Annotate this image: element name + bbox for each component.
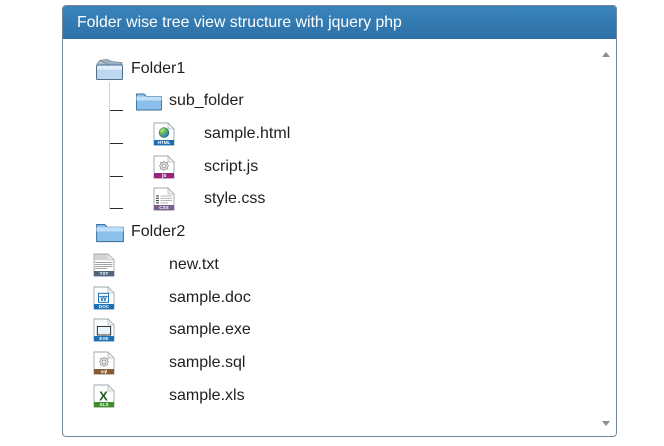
svg-text:EXE: EXE: [99, 336, 108, 341]
svg-text:HTML: HTML: [158, 140, 171, 145]
svg-text:DOC: DOC: [99, 304, 110, 309]
svg-text:CSS: CSS: [159, 205, 168, 210]
svg-text:TXT: TXT: [100, 271, 109, 276]
svg-text:XLS: XLS: [100, 402, 109, 407]
svg-text:js: js: [161, 173, 167, 179]
svg-text:W: W: [100, 296, 107, 303]
svg-text:sql: sql: [101, 369, 108, 374]
